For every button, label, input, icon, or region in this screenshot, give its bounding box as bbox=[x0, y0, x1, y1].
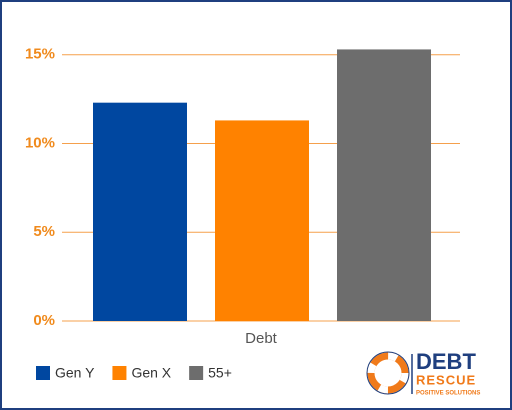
logo: DEBT RESCUE POSITIVE SOLUTIONS bbox=[366, 349, 480, 397]
x-tick-label: Debt bbox=[245, 330, 278, 347]
y-tick-label: 5% bbox=[33, 223, 55, 240]
legend-swatch bbox=[189, 366, 204, 380]
y-tick-label: 15% bbox=[25, 46, 55, 63]
logo-text: POSITIVE SOLUTIONS bbox=[416, 391, 480, 397]
logo-outline bbox=[366, 351, 410, 395]
legend-label: Gen Y bbox=[55, 365, 95, 381]
y-tick-label: 10% bbox=[25, 134, 55, 151]
legend-swatch bbox=[112, 366, 127, 380]
legend-swatch bbox=[36, 366, 50, 380]
legend-label: Gen X bbox=[131, 365, 171, 381]
legend-label: 55+ bbox=[208, 365, 232, 381]
logo-text: RESCUE bbox=[416, 372, 476, 387]
bar bbox=[215, 120, 309, 321]
bar bbox=[93, 102, 187, 321]
logo-text: DEBT bbox=[416, 349, 476, 374]
y-tick-label: 0% bbox=[33, 312, 55, 329]
logo-ring-stripes bbox=[367, 352, 409, 394]
bar bbox=[337, 49, 431, 322]
